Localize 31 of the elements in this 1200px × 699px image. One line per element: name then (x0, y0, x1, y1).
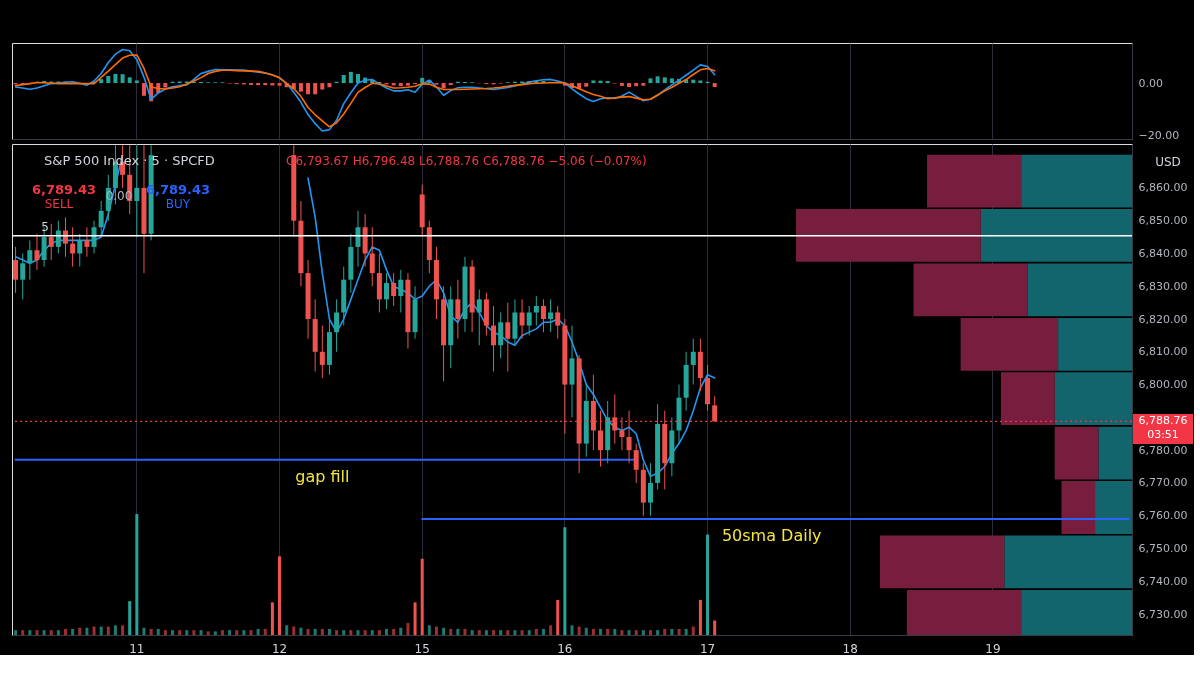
y-tick-label: 6,740.00 (1138, 574, 1188, 588)
y-tick-label: 6,860.00 (1138, 181, 1188, 195)
x-tick-label: 18 (842, 641, 858, 656)
y-tick-label: 6,770.00 (1138, 476, 1188, 490)
text: 03:51 (1147, 428, 1179, 442)
y-tick-label: 6,800.00 (1138, 378, 1188, 392)
text: USD (1155, 155, 1181, 169)
y-tick-label: 6,780.00 (1138, 443, 1188, 457)
x-tick-label: 11 (129, 641, 145, 656)
series-label: 50sma Daily (721, 525, 822, 545)
x-tick-label: 19 (985, 641, 1001, 656)
annotation: 6,789.43 (31, 182, 97, 197)
x-tick-label: 15 (414, 641, 430, 656)
y-tick-label: 6,760.00 (1138, 509, 1188, 523)
y-tick-label: 6,850.00 (1138, 214, 1188, 228)
x-tick-label: 17 (699, 641, 716, 656)
y-tick-label: 6,840.00 (1138, 246, 1188, 260)
annotation: SELL (44, 197, 74, 211)
y-tick-label: 0.00 (1138, 76, 1163, 90)
y-tick-label: 6,730.00 (1138, 607, 1188, 621)
annotation: 5 (41, 220, 49, 234)
y-tick-label: 6,750.00 (1138, 541, 1188, 555)
x-tick-label: 12 (271, 641, 288, 656)
y-tick-label: −20.00 (1138, 128, 1180, 142)
y-tick-label: 6,830.00 (1138, 279, 1188, 293)
series-label: gap fill (295, 466, 350, 486)
y-tick-label: 6,820.00 (1138, 312, 1188, 326)
y-tick-label: 6,810.00 (1138, 345, 1188, 359)
annotation: BUY (165, 197, 191, 211)
ref-line-label: 6,788.76 (1138, 414, 1188, 428)
x-tick-label: 16 (557, 641, 573, 656)
